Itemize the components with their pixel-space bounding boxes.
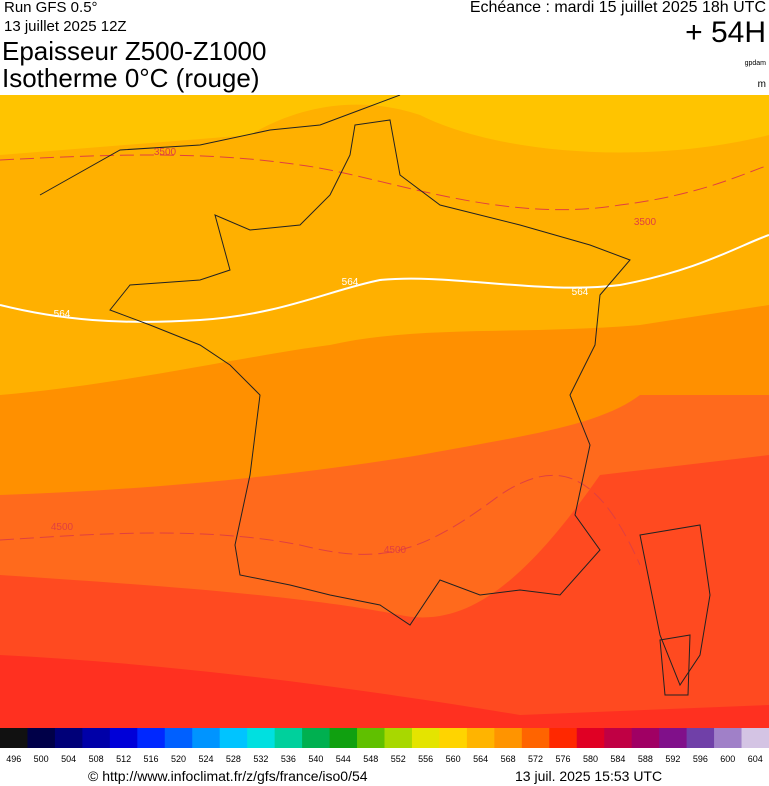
color-swatch xyxy=(27,728,56,748)
legend-label: 592 xyxy=(665,754,680,764)
thickness-contour xyxy=(0,234,769,323)
legend-label: 572 xyxy=(528,754,543,764)
legend-label: 552 xyxy=(391,754,406,764)
legend-label: 556 xyxy=(418,754,433,764)
color-swatch xyxy=(521,728,550,748)
legend-label: 580 xyxy=(583,754,598,764)
color-swatch xyxy=(466,728,495,748)
coast-uk xyxy=(39,95,401,196)
color-swatch xyxy=(329,728,358,748)
legend-label: 504 xyxy=(61,754,76,764)
map: 3500 564 564 564 3500 4500 4500 xyxy=(0,95,769,728)
band xyxy=(0,655,769,728)
legend-label: 576 xyxy=(556,754,571,764)
legend-label: 588 xyxy=(638,754,653,764)
contour-label: 4500 xyxy=(384,545,407,556)
color-swatch xyxy=(82,728,111,748)
contour-label: 564 xyxy=(342,277,359,288)
legend-label: 596 xyxy=(693,754,708,764)
color-swatch xyxy=(549,728,578,748)
color-swatch xyxy=(494,728,523,748)
color-swatch xyxy=(714,728,743,748)
contour-label: 3500 xyxy=(154,147,177,158)
legend-label: 584 xyxy=(610,754,625,764)
color-swatch xyxy=(54,728,83,748)
france-border xyxy=(109,119,631,626)
color-swatch xyxy=(741,728,769,748)
legend-label: 560 xyxy=(446,754,461,764)
timestamp: 13 juil. 2025 15:53 UTC xyxy=(515,768,663,784)
legend-label: 512 xyxy=(116,754,131,764)
contour-label: 4500 xyxy=(51,522,74,533)
legend-label: 532 xyxy=(253,754,268,764)
color-swatch xyxy=(659,728,688,748)
legend-label: 500 xyxy=(34,754,49,764)
corsica xyxy=(659,634,691,696)
valid-time: Echéance : mardi 15 juillet 2025 18h UTC xyxy=(469,0,766,16)
legend-label: 548 xyxy=(363,754,378,764)
color-swatch xyxy=(274,728,303,748)
legend-label: 496 xyxy=(6,754,21,764)
band xyxy=(0,95,769,155)
iso0-contour xyxy=(0,474,641,566)
title: Epaisseur Z500-Z1000 xyxy=(2,36,267,66)
color-swatch xyxy=(357,728,385,748)
colorbar: 496 500 504 508 512 516 520 524 528 532 536 540 544 5… xyxy=(0,728,769,764)
source-url: © http://www.infoclimat.fr/z/gfs/france/… xyxy=(88,768,368,784)
legend-label: 520 xyxy=(171,754,186,764)
run-date: 13 juillet 2025 12Z xyxy=(4,18,127,35)
legend-label: 516 xyxy=(144,754,159,764)
color-swatch xyxy=(576,728,605,748)
color-swatch xyxy=(219,728,248,748)
color-swatch xyxy=(0,728,28,748)
color-swatch xyxy=(411,728,440,748)
color-swatch xyxy=(631,728,660,748)
subtitle: Isotherme 0°C (rouge) xyxy=(2,63,260,93)
unit-thickness: gpdam xyxy=(744,60,766,67)
legend-label: 536 xyxy=(281,754,296,764)
contour-label: 564 xyxy=(54,309,71,320)
color-swatch xyxy=(439,728,468,748)
color-swatch xyxy=(686,728,715,748)
legend-label: 564 xyxy=(473,754,488,764)
lead-time: + 54H xyxy=(685,16,766,49)
color-swatch xyxy=(247,728,276,748)
contour-label: 3500 xyxy=(634,217,657,228)
color-swatch xyxy=(384,728,413,748)
coast-italy xyxy=(639,524,711,687)
legend-label: 600 xyxy=(720,754,735,764)
legend-label: 540 xyxy=(308,754,323,764)
legend-label: 508 xyxy=(89,754,104,764)
color-swatch xyxy=(109,728,138,748)
legend-label: 528 xyxy=(226,754,241,764)
contour-label: 564 xyxy=(572,287,589,298)
legend-label: 544 xyxy=(336,754,351,764)
legend-label: 524 xyxy=(198,754,213,764)
unit-iso: m xyxy=(757,79,766,90)
color-swatch xyxy=(192,728,221,748)
color-swatch xyxy=(137,728,166,748)
color-swatch xyxy=(604,728,633,748)
color-swatch xyxy=(302,728,331,748)
band xyxy=(0,455,769,728)
iso0-contour xyxy=(0,154,769,211)
color-swatch xyxy=(164,728,193,748)
run: Run GFS 0.5° xyxy=(4,0,98,16)
legend-label: 568 xyxy=(501,754,516,764)
legend-label: 604 xyxy=(748,754,763,764)
